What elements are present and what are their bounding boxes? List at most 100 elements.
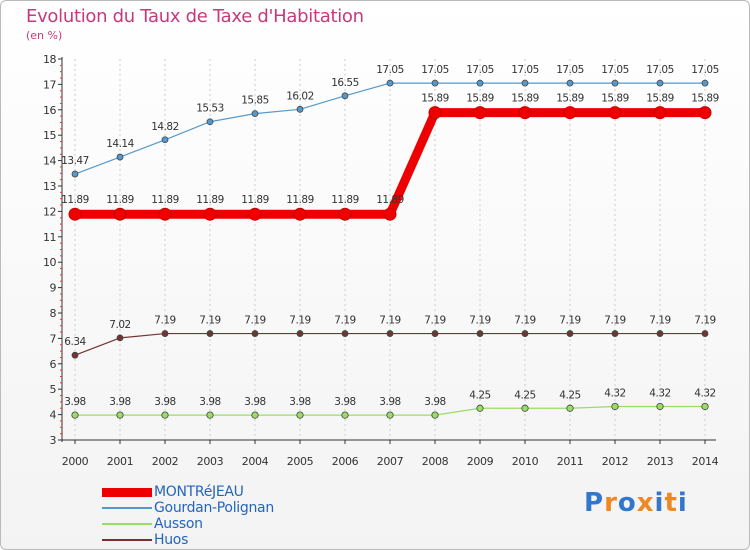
- x-tick-label: 2006: [332, 455, 359, 468]
- data-label: 11.89: [331, 194, 359, 206]
- data-label-layer: 11.89 11.89 11.89 11.89 11.89 11.89 11.89 11.89…: [61, 64, 719, 408]
- data-point: [68, 207, 82, 221]
- data-point: [431, 411, 439, 419]
- data-point: [161, 136, 169, 144]
- data-point: [518, 106, 532, 120]
- data-point: [608, 106, 622, 120]
- data-label: 7.19: [514, 315, 535, 327]
- data-label: 17.05: [601, 64, 629, 76]
- data-point: [386, 411, 394, 419]
- y-tick-label: 14: [43, 155, 56, 168]
- data-label: 15.89: [466, 93, 494, 105]
- axis-layer: 3 4 5 6 7 8 9 10 11 12 13 14 15 16 17 18 2000 2001 2002 200…: [43, 53, 719, 468]
- data-label: 13.47: [61, 155, 89, 167]
- logo-letter: o: [617, 488, 637, 518]
- data-label: 7.19: [289, 315, 310, 327]
- data-point: [701, 330, 709, 337]
- y-tick-label: 18: [43, 53, 56, 66]
- legend-label: Gourdan-Polignan: [154, 500, 274, 516]
- data-label: 15.85: [241, 95, 269, 107]
- data-label: 7.19: [199, 315, 220, 327]
- data-point: [206, 118, 214, 126]
- data-point: [611, 79, 619, 87]
- y-tick-label: 4: [50, 409, 57, 422]
- data-point: [428, 106, 442, 120]
- logo-letter: P: [584, 488, 605, 518]
- series-Ausson: [71, 402, 709, 419]
- data-point: [71, 411, 79, 419]
- data-point: [296, 105, 304, 113]
- data-label: 17.05: [511, 64, 539, 76]
- data-point: [113, 207, 127, 221]
- data-label: 16.55: [331, 77, 359, 89]
- data-point: [203, 207, 217, 221]
- data-label: 17.05: [421, 64, 449, 76]
- data-point: [296, 411, 304, 419]
- data-label: 7.19: [154, 315, 175, 327]
- y-tick-label: 16: [43, 104, 56, 117]
- data-label: 7.19: [244, 315, 265, 327]
- data-point: [431, 79, 439, 87]
- legend-swatch: [102, 539, 152, 541]
- data-label: 7.19: [424, 315, 445, 327]
- data-label: 11.89: [61, 194, 89, 206]
- y-tick-label: 10: [43, 256, 56, 269]
- y-tick-label: 8: [50, 307, 57, 320]
- data-point: [341, 92, 349, 100]
- data-label: 4.32: [604, 387, 625, 399]
- y-tick-label: 5: [50, 383, 57, 396]
- data-label: 11.89: [241, 194, 269, 206]
- data-point: [251, 110, 259, 118]
- data-label: 7.19: [694, 315, 715, 327]
- data-point: [341, 411, 349, 419]
- x-tick-label: 2008: [422, 455, 449, 468]
- x-tick-label: 2014: [692, 455, 719, 468]
- data-point: [386, 330, 394, 337]
- data-point: [248, 207, 262, 221]
- data-point: [653, 106, 667, 120]
- data-point: [251, 411, 259, 419]
- data-label: 15.89: [421, 93, 449, 105]
- data-label: 3.98: [64, 396, 85, 408]
- y-tick-label: 7: [50, 332, 57, 345]
- data-label: 17.05: [376, 64, 404, 76]
- legend-label: MONTRéJEAU: [154, 484, 244, 500]
- data-label: 17.05: [556, 64, 584, 76]
- y-unit-label: (en %): [26, 29, 63, 42]
- series-Gourdan-Polignan: [71, 79, 709, 178]
- data-label: 3.98: [109, 396, 130, 408]
- data-label: 4.25: [559, 389, 580, 401]
- data-label: 7.19: [379, 315, 400, 327]
- logo-letter: t: [664, 488, 678, 518]
- data-point: [476, 79, 484, 87]
- data-point: [383, 207, 397, 221]
- data-point: [386, 79, 394, 87]
- proxiti-logo: Proxiti: [584, 488, 688, 518]
- data-point: [116, 153, 124, 161]
- data-point: [431, 330, 439, 337]
- data-point: [521, 79, 529, 87]
- data-label: 15.89: [601, 93, 629, 105]
- data-point: [701, 79, 709, 87]
- x-tick-label: 2002: [152, 455, 178, 468]
- data-point: [206, 411, 214, 419]
- data-label: 15.89: [646, 93, 674, 105]
- chart-title: Evolution du Taux de Taxe d'Habitation: [26, 6, 364, 27]
- grid-layer: [74, 59, 706, 440]
- data-label: 17.05: [466, 64, 494, 76]
- data-point: [476, 330, 484, 337]
- y-tick-label: 6: [50, 358, 57, 371]
- data-label: 14.14: [106, 138, 134, 150]
- data-label: 11.89: [106, 194, 134, 206]
- data-point: [206, 330, 214, 337]
- logo-letter: i: [677, 488, 688, 518]
- data-point: [521, 330, 529, 337]
- data-label: 3.98: [379, 396, 400, 408]
- data-point: [656, 330, 664, 337]
- y-tick-label: 15: [43, 129, 56, 142]
- legend-label: Huos: [154, 532, 189, 548]
- data-point: [566, 404, 574, 412]
- x-tick-label: 2000: [62, 455, 89, 468]
